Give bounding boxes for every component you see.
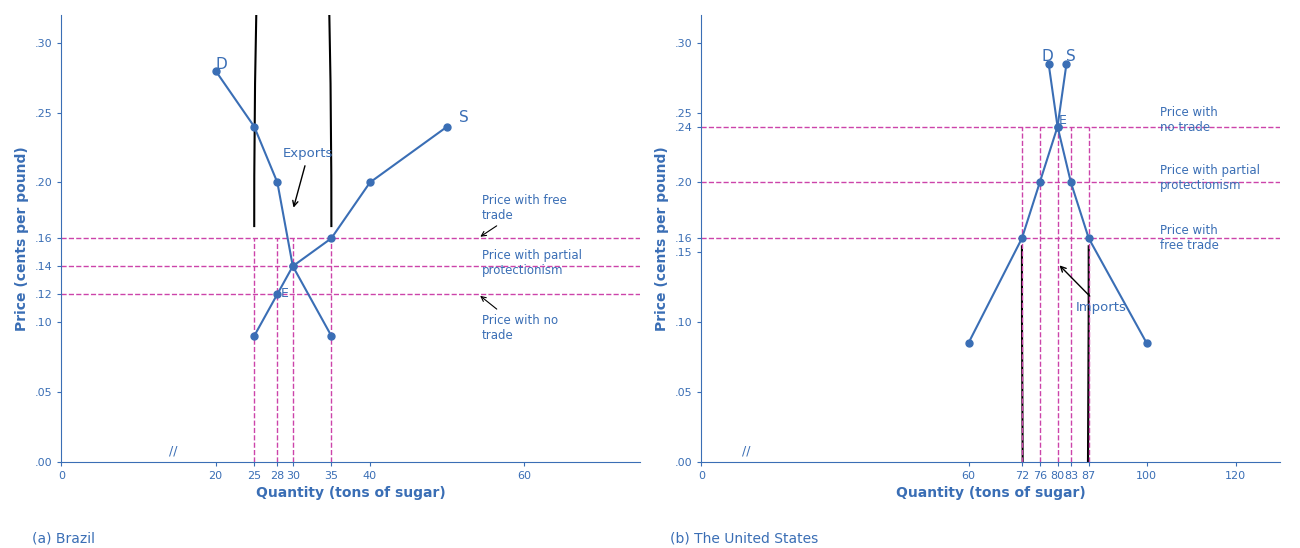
Text: S: S	[1066, 49, 1076, 64]
Text: D: D	[216, 58, 228, 72]
X-axis label: Quantity (tons of sugar): Quantity (tons of sugar)	[256, 486, 446, 500]
Text: E: E	[281, 287, 289, 300]
Text: Price with partial
protectionism: Price with partial protectionism	[1160, 164, 1260, 192]
Text: Price with
no trade: Price with no trade	[1160, 106, 1218, 134]
Text: Price with
free trade: Price with free trade	[1160, 224, 1219, 252]
Text: Exports: Exports	[283, 147, 333, 206]
Text: E: E	[1060, 114, 1067, 127]
Text: S: S	[459, 111, 468, 125]
Text: (a) Brazil: (a) Brazil	[32, 532, 95, 545]
Y-axis label: Price (cents per pound): Price (cents per pound)	[655, 146, 670, 330]
X-axis label: Quantity (tons of sugar): Quantity (tons of sugar)	[896, 486, 1086, 500]
Text: Price with free
trade: Price with free trade	[481, 193, 567, 236]
Text: //: //	[169, 444, 178, 458]
Text: (b) The United States: (b) The United States	[670, 532, 818, 545]
Text: Imports: Imports	[1061, 266, 1126, 314]
Y-axis label: Price (cents per pound): Price (cents per pound)	[16, 146, 29, 330]
Text: Price with partial
protectionism: Price with partial protectionism	[482, 249, 582, 277]
Text: D: D	[1043, 49, 1054, 64]
Text: Price with no
trade: Price with no trade	[481, 296, 558, 341]
Text: //: //	[741, 444, 750, 458]
